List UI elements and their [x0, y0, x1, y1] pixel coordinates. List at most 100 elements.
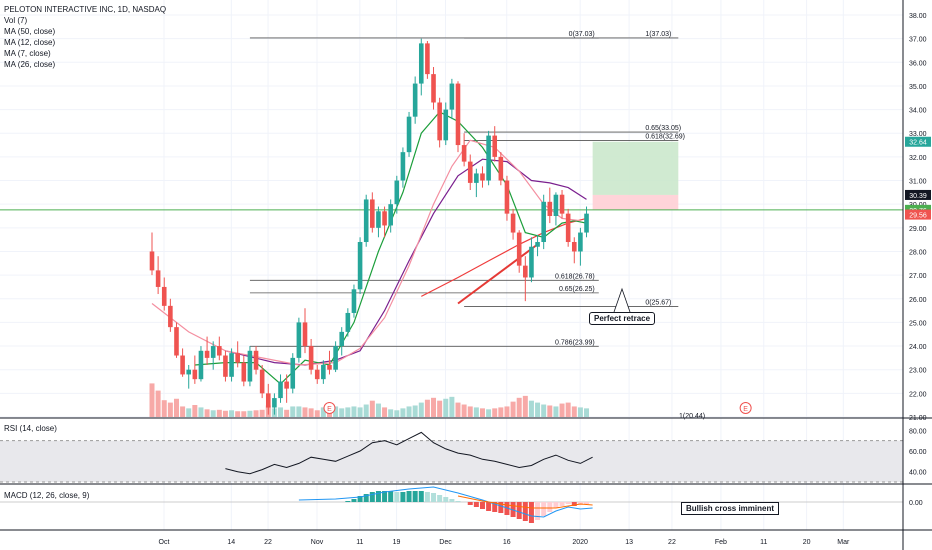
legend-study-ma12[interactable]: MA (12, close) — [4, 38, 56, 47]
macd-line — [298, 486, 593, 518]
macd-hist-bar-56 — [492, 502, 498, 512]
candle-body-37 — [376, 211, 381, 228]
rsi-tick-label-1: 60.00 — [909, 449, 927, 456]
volume-bar-49 — [449, 396, 455, 417]
macd-hist-bar-62 — [528, 502, 534, 523]
candle-body-2 — [161, 286, 167, 306]
volume-bar-0 — [149, 383, 155, 417]
time-tick-label-13: 20 — [803, 539, 811, 546]
candle-body-11 — [217, 346, 222, 356]
time-tick-label-6: Dec — [439, 539, 452, 546]
volume-bar-24 — [296, 406, 302, 417]
candle-body-48 — [443, 109, 449, 141]
legend-study-ma26[interactable]: MA (26, close) — [4, 60, 56, 69]
fib-level-label-7: 0.786(23.99) — [555, 339, 595, 346]
volume-bar-42 — [406, 406, 412, 417]
volume-bar-6 — [186, 408, 192, 417]
time-tick-label-11: Feb — [715, 539, 727, 546]
time-tick-label-4: 11 — [356, 539, 363, 546]
volume-bar-48 — [443, 398, 449, 417]
volume-bar-10 — [210, 410, 216, 417]
macd-hist-bar-41 — [400, 492, 406, 502]
fib-level-label-5: 0.65(26.25) — [559, 286, 595, 293]
candle-body-51 — [461, 145, 467, 162]
volume-bar-65 — [547, 405, 553, 417]
volume-bar-56 — [492, 408, 498, 417]
time-tick-label-9: 13 — [625, 539, 633, 546]
price-badge-label-0: 32.64 — [909, 140, 927, 147]
price-tick-label-2: 36.00 — [909, 60, 927, 67]
candle-body-34 — [357, 242, 363, 290]
macd-hist-bar-35 — [363, 494, 369, 502]
volume-bar-62 — [528, 400, 534, 417]
candle-body-3 — [168, 305, 173, 328]
macd-hist-bar-61 — [522, 502, 528, 521]
volume-bar-50 — [455, 402, 461, 417]
time-tick-label-8: 2020 — [572, 539, 588, 546]
candle-body-31 — [339, 331, 345, 347]
candle-body-32 — [345, 312, 351, 332]
candle-body-21 — [278, 381, 283, 399]
time-tick-label-10: 22 — [668, 539, 676, 546]
volume-bar-64 — [541, 404, 547, 417]
macd-hist-bar-36 — [369, 492, 375, 502]
price-tick-label-16: 22.00 — [909, 391, 927, 398]
earnings-marker-label-0: E — [327, 406, 332, 413]
rsi-tick-label-0: 80.00 — [909, 428, 927, 435]
price-badge-label-1: 30.39 — [909, 193, 927, 200]
candle-body-43 — [412, 83, 418, 117]
macd-hist-bar-43 — [412, 491, 418, 502]
volume-bar-18 — [259, 409, 265, 417]
legend-study-ma50[interactable]: MA (50, close) — [4, 27, 56, 36]
volume-bar-36 — [369, 400, 375, 417]
legend-study-vol[interactable]: Vol (7) — [4, 16, 28, 25]
volume-bar-71 — [584, 408, 590, 417]
volume-bar-54 — [479, 408, 485, 417]
volume-bar-33 — [351, 406, 357, 417]
macd-pane-label[interactable]: MACD (12, 26, close, 9) — [4, 491, 90, 500]
candle-body-62 — [529, 246, 534, 278]
price-pane: 0(37.03) 1(37.03) 0.65(33.05) 0.618(32.69) 0… — [0, 31, 903, 420]
volume-bar-32 — [345, 407, 351, 417]
legend-study-ma7[interactable]: MA (7, close) — [4, 49, 51, 58]
price-tick-label-14: 24.00 — [909, 344, 927, 351]
macd-hist-bar-64 — [541, 502, 547, 516]
volume-bar-2 — [161, 400, 167, 417]
candle-body-69 — [571, 242, 577, 252]
volume-bar-43 — [412, 405, 418, 417]
candle-body-57 — [498, 156, 504, 181]
rsi-pane-label[interactable]: RSI (14, close) — [4, 424, 57, 433]
candle-body-20 — [272, 398, 277, 408]
macd-hist-bar-37 — [375, 491, 381, 502]
volume-bar-38 — [382, 407, 388, 417]
macd-hist-bar-40 — [394, 492, 400, 502]
price-tick-label-10: 28.00 — [909, 249, 927, 256]
candle-body-22 — [284, 381, 289, 389]
fib-level-label-0: 0(37.03) — [569, 31, 595, 38]
volume-bar-11 — [216, 409, 222, 417]
ma-line-0 — [421, 217, 587, 297]
price-tick-label-13: 25.00 — [909, 320, 927, 327]
perfect-retrace-callout[interactable]: Perfect retrace — [589, 312, 656, 325]
macd-hist-bar-45 — [424, 492, 430, 502]
earnings-marker-label-1: E — [743, 406, 748, 413]
candle-body-65 — [547, 201, 553, 216]
price-badge-0 — [905, 136, 931, 147]
volume-bar-70 — [577, 407, 583, 417]
time-tick-label-12: 11 — [760, 539, 767, 546]
volume-bar-53 — [473, 407, 479, 417]
volume-bar-52 — [467, 406, 473, 417]
price-tick-label-9: 29.00 — [909, 226, 927, 233]
volume-bar-16 — [247, 410, 253, 417]
candle-body-13 — [229, 353, 234, 377]
macd-hist-bar-34 — [357, 496, 363, 502]
fib-level-label-1: 1(37.03) — [645, 31, 671, 38]
macd-hist-bar-71 — [584, 502, 590, 504]
volume-bar-59 — [510, 401, 516, 417]
candle-body-59 — [510, 213, 516, 233]
candle-body-35 — [363, 199, 369, 243]
candle-body-8 — [198, 350, 204, 380]
bullish-cross-callout[interactable]: Bullish cross imminent — [681, 502, 780, 515]
candle-body-44 — [418, 43, 424, 84]
